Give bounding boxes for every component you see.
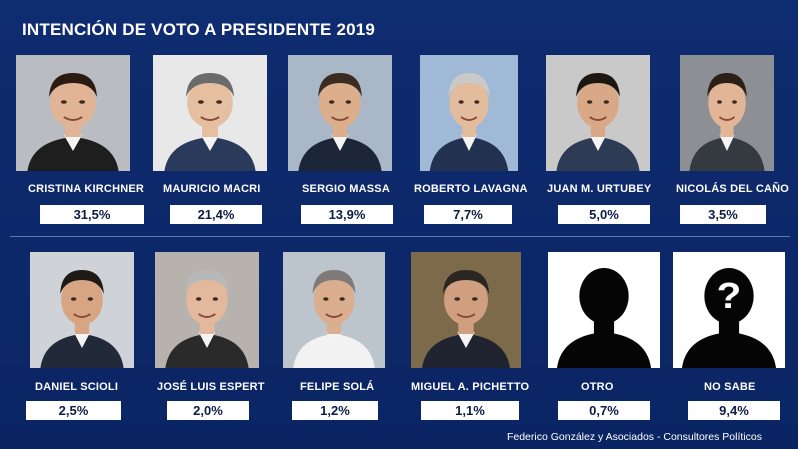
vote-value-jose-luis-espert: 2,0%: [167, 401, 249, 420]
candidate-name-felipe-sola: FELIPE SOLÁ: [300, 381, 375, 393]
candidate-photo: [680, 55, 774, 171]
candidate-name-jose-luis-espert: JOSÉ LUIS ESPERT: [157, 381, 265, 393]
vote-value-mauricio-macri: 21,4%: [170, 205, 262, 224]
candidate-name-miguel-a-pichetto: MIGUEL A. PICHETTO: [411, 381, 530, 393]
silhouette-icon: [548, 252, 660, 368]
vote-value-felipe-sola: 1,2%: [292, 401, 378, 420]
candidate-photo: [16, 55, 130, 171]
vote-value-cristina-kirchner: 31,5%: [40, 205, 144, 224]
candidate-name-no-sabe: NO SABE: [704, 381, 756, 393]
vote-value-otro: 0,7%: [558, 401, 650, 420]
candidate-photo: [155, 252, 259, 368]
candidate-name-juan-m-urtubey: JUAN M. URTUBEY: [547, 183, 652, 195]
candidate-name-daniel-scioli: DANIEL SCIOLI: [35, 381, 119, 393]
question-silhouette-icon: ?: [673, 252, 785, 368]
candidate-photo: [153, 55, 267, 171]
row-divider: [10, 236, 790, 237]
candidate-photo: [546, 55, 650, 171]
candidate-name-mauricio-macri: MAURICIO MACRI: [163, 183, 261, 195]
candidate-name-cristina-kirchner: CRISTINA KIRCHNER: [28, 183, 145, 195]
candidate-name-sergio-massa: SERGIO MASSA: [302, 183, 390, 195]
candidate-photo: [288, 55, 392, 171]
vote-value-no-sabe: 9,4%: [688, 401, 780, 420]
candidate-name-otro: OTRO: [581, 381, 614, 393]
candidate-name-nicolas-del-cano: NICOLÁS DEL CAÑO: [676, 183, 790, 195]
candidate-photo: [420, 55, 518, 171]
vote-value-daniel-scioli: 2,5%: [26, 401, 121, 420]
candidate-photo: [30, 252, 134, 368]
vote-value-roberto-lavagna: 7,7%: [424, 205, 512, 224]
source-footer: Federico González y Asociados - Consulto…: [506, 431, 762, 443]
svg-text:?: ?: [717, 276, 742, 317]
vote-value-nicolas-del-cano: 3,5%: [680, 205, 766, 224]
candidate-name-roberto-lavagna: ROBERTO LAVAGNA: [414, 183, 528, 195]
candidate-photo: [283, 252, 385, 368]
vote-value-sergio-massa: 13,9%: [301, 205, 393, 224]
vote-value-miguel-a-pichetto: 1,1%: [421, 401, 519, 420]
page-title: INTENCIÓN DE VOTO A PRESIDENTE 2019: [22, 20, 376, 39]
vote-value-juan-m-urtubey: 5,0%: [558, 205, 650, 224]
candidate-photo: [411, 252, 521, 368]
